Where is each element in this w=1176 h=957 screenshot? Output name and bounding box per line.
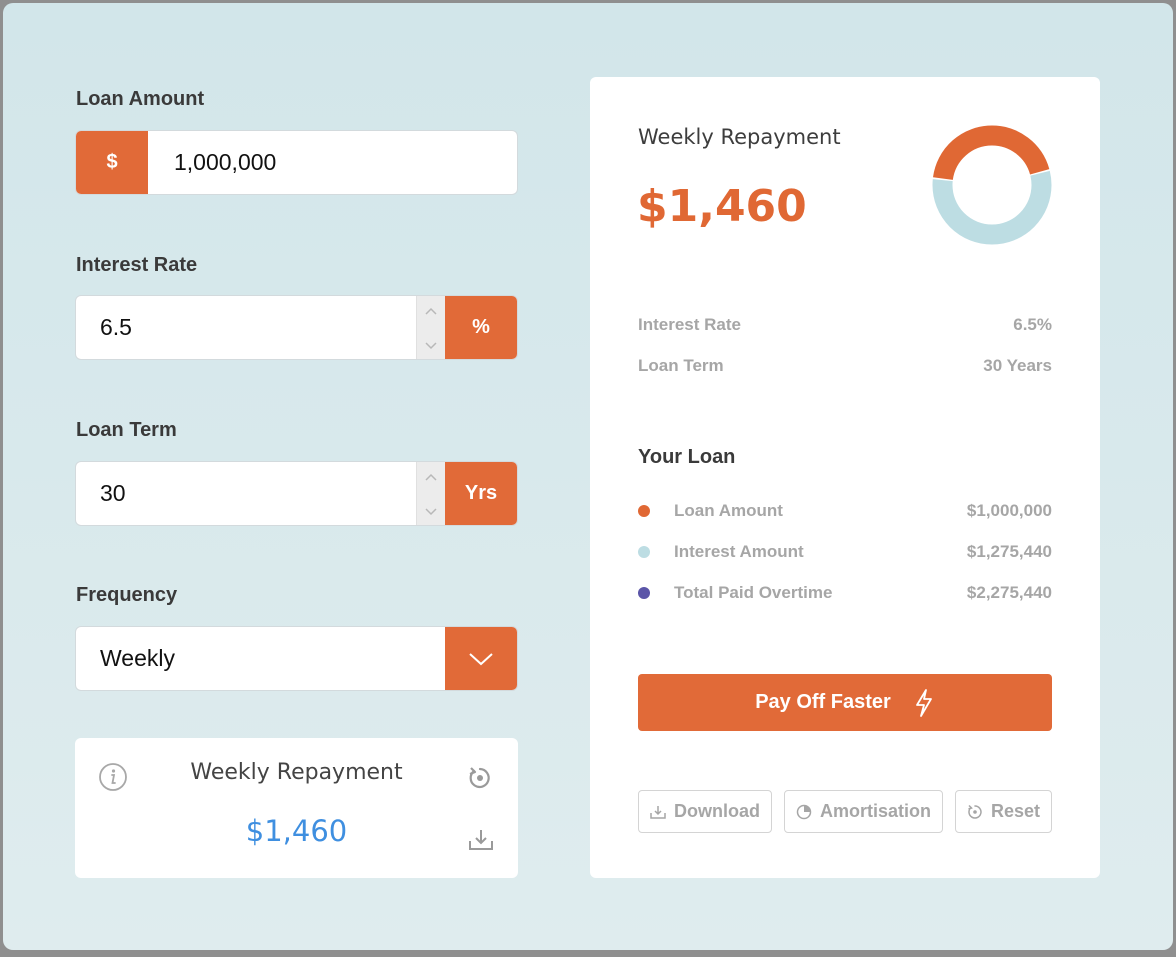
chevron-down-icon (469, 652, 493, 665)
pie-chart-icon (796, 804, 812, 819)
your-loan-heading: Your Loan (638, 446, 736, 468)
loan-term-input[interactable]: 30 (100, 480, 126, 506)
frequency-label: Frequency (76, 584, 178, 606)
interest-rate-group: 6.5 % (75, 295, 518, 360)
frequency-select[interactable]: Weekly (75, 626, 518, 691)
reset-icon (968, 804, 982, 819)
interest-rate-label: Interest Rate (76, 254, 198, 276)
reset-button[interactable]: Reset (955, 790, 1052, 833)
pay-off-faster-label: Pay Off Faster (755, 691, 891, 713)
loan-amount-dot (638, 505, 650, 517)
reset-label: Reset (990, 801, 1041, 821)
total-paid-dot (638, 587, 650, 599)
donut-slice-loan (932, 125, 1052, 245)
summary-card: Weekly Repayment $1,460 (75, 738, 518, 878)
stepper-up-icon[interactable] (423, 304, 439, 316)
stepper-down-icon[interactable] (423, 339, 439, 351)
term-label: Loan Term (638, 356, 724, 375)
rate-row: Interest Rate 6.5% (638, 315, 1052, 335)
donut-slice-interest (932, 125, 1052, 245)
loan-amount-group: $ 1,000,000 (75, 130, 518, 195)
loan-amount-label: Loan Amount (76, 88, 205, 110)
rate-value: 6.5% (1013, 315, 1052, 334)
summary-title: Weekly Repayment (190, 760, 403, 785)
result-card: Weekly Repayment $1,460 Interest Rate 6.… (590, 77, 1100, 878)
interest-amount-dot (638, 546, 650, 558)
download-button[interactable]: Download (638, 790, 772, 833)
rate-label: Interest Rate (638, 315, 741, 334)
loan-term-group: 30 Yrs (75, 461, 518, 526)
term-value: 30 Years (983, 356, 1052, 375)
legend-loan-amount: Loan Amount $1,000,000 (638, 501, 1052, 521)
term-row: Loan Term 30 Years (638, 356, 1052, 376)
calculator-modal: Loan Amount $ 1,000,000 Interest Rate 6.… (3, 3, 1173, 950)
amortisation-button[interactable]: Amortisation (784, 790, 943, 833)
download-label: Download (674, 801, 760, 821)
lightning-icon (915, 688, 932, 717)
legend-label: Interest Amount (674, 542, 804, 561)
amortisation-label: Amortisation (819, 801, 931, 821)
info-icon[interactable] (98, 762, 128, 792)
years-suffix: Yrs (445, 462, 517, 525)
download-icon[interactable] (468, 828, 494, 852)
loan-term-label: Loan Term (76, 419, 177, 441)
result-amount: $1,460 (637, 181, 807, 232)
stepper-down-icon[interactable] (423, 505, 439, 517)
legend-interest-amount: Interest Amount $1,275,440 (638, 542, 1052, 562)
loan-term-stepper[interactable] (416, 462, 445, 525)
legend-value: $2,275,440 (966, 583, 1052, 602)
result-title: Weekly Repayment (638, 125, 841, 149)
legend-value: $1,000,000 (966, 501, 1052, 520)
interest-rate-input[interactable]: 6.5 (100, 314, 132, 340)
currency-prefix: $ (76, 131, 148, 194)
loan-amount-input[interactable]: 1,000,000 (174, 149, 277, 175)
stepper-up-icon[interactable] (423, 470, 439, 482)
legend-value: $1,275,440 (966, 542, 1052, 561)
pay-off-faster-button[interactable]: Pay Off Faster (638, 674, 1052, 731)
legend-total-paid: Total Paid Overtime $2,275,440 (638, 583, 1052, 603)
repayment-donut-chart (932, 125, 1052, 245)
download-icon (650, 805, 666, 819)
summary-value: $1,460 (245, 814, 348, 848)
frequency-dropdown-button[interactable] (445, 627, 517, 690)
frequency-value[interactable]: Weekly (100, 645, 175, 671)
percent-suffix: % (445, 296, 517, 359)
legend-label: Loan Amount (674, 501, 783, 520)
interest-rate-stepper[interactable] (416, 296, 445, 359)
legend-label: Total Paid Overtime (674, 583, 833, 602)
reset-icon[interactable] (467, 765, 493, 791)
